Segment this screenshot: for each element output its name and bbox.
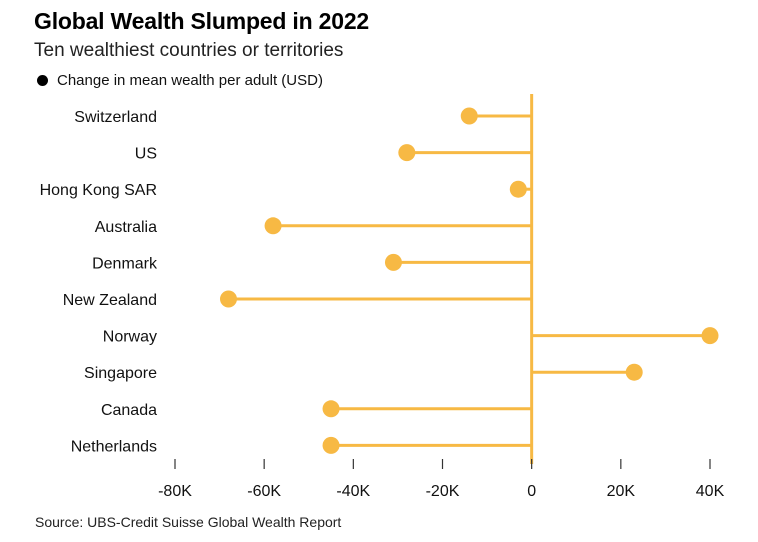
x-tick-label: 20K	[607, 483, 636, 500]
lollipop-dot	[701, 327, 719, 345]
source-note: Source: UBS-Credit Suisse Global Wealth …	[35, 514, 342, 530]
lollipop-dot	[322, 400, 340, 418]
category-label: Hong Kong SAR	[40, 182, 157, 199]
lollipop-dot	[509, 180, 527, 198]
category-label: US	[135, 146, 157, 163]
lollipop-dot	[220, 290, 237, 308]
chart-title: Global Wealth Slumped in 2022	[34, 8, 370, 34]
legend-label: Change in mean wealth per adult (USD)	[57, 72, 323, 89]
x-tick-label: 40K	[696, 483, 725, 500]
lollipop-dot	[322, 436, 340, 454]
category-label: Denmark	[92, 255, 158, 272]
x-tick-label: -60K	[247, 483, 281, 500]
lollipop-dot	[398, 144, 416, 162]
legend: Change in mean wealth per adult (USD)	[37, 72, 323, 89]
category-label: Singapore	[84, 365, 157, 382]
x-tick-label: -20K	[426, 483, 460, 500]
category-label: New Zealand	[63, 292, 157, 309]
category-label: Australia	[95, 219, 157, 236]
x-tick-label: 0	[527, 483, 536, 500]
lollipop-dot	[264, 217, 282, 235]
category-label: Netherlands	[71, 438, 157, 455]
category-label: Switzerland	[74, 109, 157, 126]
lollipop-dot	[460, 107, 478, 125]
category-label: Canada	[101, 402, 157, 419]
lollipop-dot	[625, 363, 643, 381]
category-label: Norway	[103, 329, 157, 346]
x-tick-label: -80K	[158, 483, 192, 500]
x-tick-label: -40K	[336, 483, 370, 500]
chart-subtitle: Ten wealthiest countries or territories	[34, 40, 344, 61]
lollipop-dot	[384, 253, 402, 271]
legend-marker	[37, 75, 48, 86]
